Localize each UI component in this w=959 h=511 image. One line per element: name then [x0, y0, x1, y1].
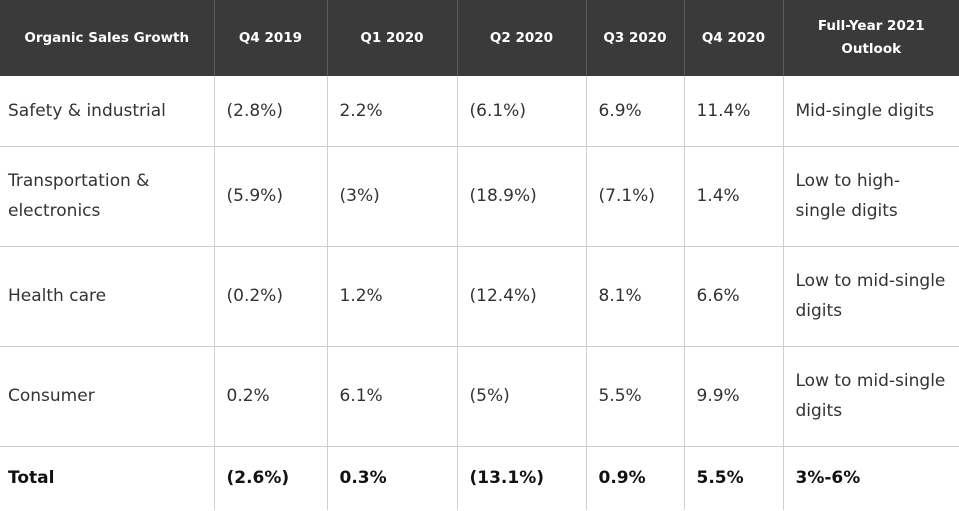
- value-cell: 1.4%: [684, 146, 784, 247]
- column-header-q4-2020: Q4 2020: [684, 0, 784, 76]
- table-row: Safety & industrial (2.8%) 2.2% (6.1%) 6…: [0, 76, 959, 147]
- value-cell: (3%): [327, 146, 458, 247]
- column-header-q2-2020: Q2 2020: [457, 0, 587, 76]
- value-cell: (2.8%): [214, 76, 328, 147]
- segment-cell: Consumer: [0, 346, 215, 447]
- value-cell: 8.1%: [586, 246, 685, 347]
- segment-cell: Health care: [0, 246, 215, 347]
- value-cell: 6.6%: [684, 246, 784, 347]
- value-cell: 5.5%: [684, 446, 784, 510]
- value-cell: 6.9%: [586, 76, 685, 147]
- value-cell: 1.2%: [327, 246, 458, 347]
- value-cell: (18.9%): [457, 146, 587, 247]
- value-cell: 0.3%: [327, 446, 458, 510]
- segment-cell: Total: [0, 446, 215, 510]
- column-header-outlook-2021: Full-Year 2021 Outlook: [783, 0, 959, 76]
- table-row: Health care (0.2%) 1.2% (12.4%) 8.1% 6.6…: [0, 246, 959, 347]
- column-header-segment: Organic Sales Growth: [0, 0, 215, 76]
- table-row: Consumer 0.2% 6.1% (5%) 5.5% 9.9% Low to…: [0, 346, 959, 447]
- segment-cell: Transportation & electronics: [0, 146, 215, 247]
- outlook-cell: Mid-single digits: [783, 76, 959, 147]
- value-cell: (5.9%): [214, 146, 328, 247]
- column-header-q4-2019: Q4 2019: [214, 0, 328, 76]
- value-cell: (0.2%): [214, 246, 328, 347]
- value-cell: (2.6%): [214, 446, 328, 510]
- value-cell: 9.9%: [684, 346, 784, 447]
- table-row: Transportation & electronics (5.9%) (3%)…: [0, 146, 959, 247]
- value-cell: 6.1%: [327, 346, 458, 447]
- value-cell: (5%): [457, 346, 587, 447]
- value-cell: (12.4%): [457, 246, 587, 347]
- table-header: Organic Sales Growth Q4 2019 Q1 2020 Q2 …: [0, 0, 959, 76]
- value-cell: 5.5%: [586, 346, 685, 447]
- value-cell: 11.4%: [684, 76, 784, 147]
- value-cell: (13.1%): [457, 446, 587, 510]
- outlook-cell: Low to mid-single digits: [783, 346, 959, 447]
- outlook-cell: 3%-6%: [795, 468, 861, 489]
- total-row: Total (2.6%) 0.3% (13.1%) 0.9% 5.5% 3%-6…: [0, 446, 959, 510]
- header-row: Organic Sales Growth Q4 2019 Q1 2020 Q2 …: [0, 0, 959, 76]
- value-cell: 0.9%: [586, 446, 685, 510]
- value-cell: (6.1%): [457, 76, 587, 147]
- value-cell: (7.1%): [586, 146, 685, 247]
- table-body: Safety & industrial (2.8%) 2.2% (6.1%) 6…: [0, 76, 959, 510]
- outlook-cell: Low to high-single digits: [783, 146, 959, 247]
- column-header-q1-2020: Q1 2020: [327, 0, 458, 76]
- column-header-q3-2020: Q3 2020: [586, 0, 685, 76]
- value-cell: 0.2%: [214, 346, 328, 447]
- outlook-cell: Low to mid-single digits: [783, 246, 959, 347]
- value-cell: 2.2%: [327, 76, 458, 147]
- segment-cell: Safety & industrial: [0, 76, 215, 147]
